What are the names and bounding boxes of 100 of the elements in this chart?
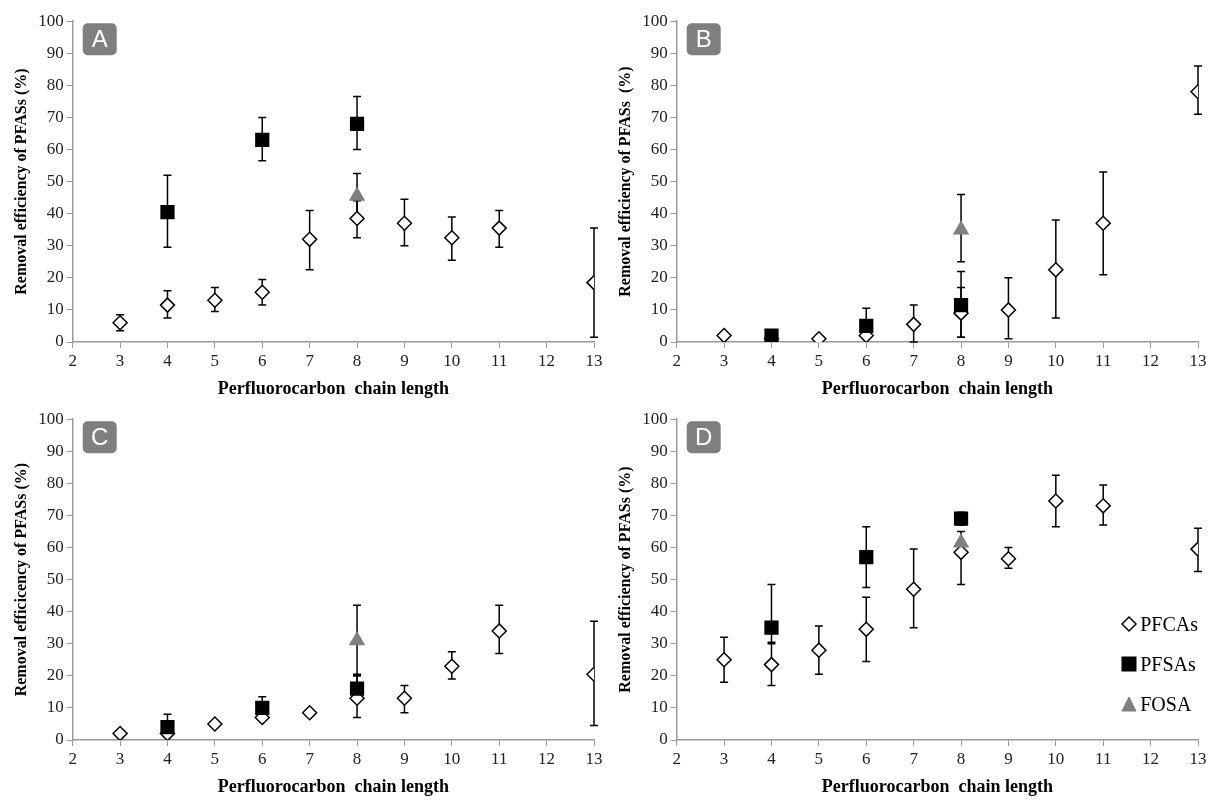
point xyxy=(444,229,460,246)
x-tick-label: 6 xyxy=(258,748,267,768)
y-tick-label: 100 xyxy=(642,10,668,30)
x-tick-label: 2 xyxy=(672,748,681,768)
x-tick-label: 6 xyxy=(862,350,871,370)
point xyxy=(349,631,365,646)
point xyxy=(716,652,732,668)
x-tick-label: 9 xyxy=(400,350,409,370)
y-tick-label: 80 xyxy=(46,472,64,492)
point xyxy=(349,210,365,227)
x-tick-label: 3 xyxy=(719,350,729,370)
x-tick-label: 7 xyxy=(305,748,315,768)
y-tick-label: 30 xyxy=(650,633,668,653)
x-axis-title: Perfluorocarbon chain length xyxy=(821,377,1053,398)
chart-title: D xyxy=(695,422,713,450)
x-tick-label: 9 xyxy=(1004,748,1013,768)
point xyxy=(301,231,318,248)
y-tick-label: 0 xyxy=(659,729,668,749)
x-tick-label: 8 xyxy=(352,748,362,768)
x-tick-label: 12 xyxy=(538,748,556,768)
point xyxy=(1048,493,1064,509)
x-tick-label: 6 xyxy=(258,350,267,370)
x-tick-label: 5 xyxy=(210,350,220,370)
point xyxy=(1048,262,1064,278)
y-tick-label: 50 xyxy=(46,569,64,589)
point xyxy=(207,292,223,309)
y-axis-title: Removal efficiency of PFASs (%) xyxy=(615,66,634,297)
point xyxy=(255,132,270,148)
y-tick-label: 10 xyxy=(650,299,668,319)
legend-label: FOSA xyxy=(1140,692,1192,717)
point xyxy=(396,215,413,232)
x-tick-label: 13 xyxy=(585,748,603,768)
y-tick-label: 100 xyxy=(38,10,64,30)
x-tick-label: 4 xyxy=(163,748,173,768)
point xyxy=(764,620,779,635)
point xyxy=(396,690,413,707)
x-axis-title: Perfluorocarbon chain length xyxy=(217,775,449,796)
y-tick-label: 20 xyxy=(650,665,668,685)
x-tick-label: 7 xyxy=(909,748,919,768)
point xyxy=(1000,551,1017,567)
point xyxy=(858,621,875,638)
x-tick-label: 4 xyxy=(767,748,777,768)
point xyxy=(491,623,507,639)
y-tick-label: 10 xyxy=(46,697,64,717)
x-tick-label: 3 xyxy=(115,350,125,370)
y-tick-label: 40 xyxy=(650,601,668,621)
chart-title: A xyxy=(91,24,108,52)
point xyxy=(905,316,922,333)
y-tick-label: 90 xyxy=(46,42,64,62)
y-tick-label: 90 xyxy=(650,42,668,62)
point xyxy=(255,700,270,716)
y-tick-label: 30 xyxy=(650,235,668,255)
y-tick-label: 0 xyxy=(55,331,64,351)
y-tick-label: 100 xyxy=(642,408,668,428)
y-tick-label: 0 xyxy=(55,729,64,749)
x-tick-label: 3 xyxy=(719,748,729,768)
point xyxy=(444,658,460,674)
y-tick-label: 10 xyxy=(650,697,668,717)
y-tick-label: 80 xyxy=(650,472,668,492)
x-tick-label: 11 xyxy=(1095,748,1112,768)
x-tick-label: 5 xyxy=(814,350,824,370)
x-tick-label: 10 xyxy=(1047,748,1065,768)
x-tick-label: 13 xyxy=(1189,350,1207,370)
legend-label: PFSAs xyxy=(1140,652,1196,677)
point xyxy=(159,297,176,313)
point xyxy=(254,284,271,301)
x-tick-label: 5 xyxy=(210,748,220,768)
y-tick-label: 60 xyxy=(46,536,64,556)
y-tick-label: 40 xyxy=(46,203,64,223)
x-tick-label: 8 xyxy=(956,748,966,768)
y-tick-label: 0 xyxy=(659,331,668,351)
y-tick-label: 20 xyxy=(46,665,64,685)
y-axis-title: Removal efficiency of PFASs (%) xyxy=(615,466,634,693)
x-tick-label: 13 xyxy=(585,350,603,370)
x-tick-label: 10 xyxy=(443,748,461,768)
point xyxy=(301,704,318,721)
point xyxy=(811,642,827,658)
y-tick-label: 70 xyxy=(650,504,668,524)
y-axis-title: Removal efficicency of PFASs (%) xyxy=(11,462,30,697)
point xyxy=(491,220,507,236)
x-tick-label: 4 xyxy=(163,350,173,370)
x-tick-label: 3 xyxy=(115,748,125,768)
point xyxy=(716,327,732,342)
y-axis-title: Removal efficiency of PFASs (%) xyxy=(11,68,30,295)
y-tick-label: 60 xyxy=(650,536,668,556)
point xyxy=(859,318,874,334)
point xyxy=(859,550,874,565)
chart-title: C xyxy=(91,422,109,450)
y-tick-label: 30 xyxy=(46,633,64,653)
y-tick-label: 50 xyxy=(650,171,668,191)
x-tick-label: 12 xyxy=(1142,748,1160,768)
x-tick-label: 2 xyxy=(68,350,77,370)
y-tick-label: 70 xyxy=(46,106,64,126)
y-tick-label: 80 xyxy=(650,74,668,94)
x-tick-label: 8 xyxy=(352,350,362,370)
point xyxy=(349,187,365,201)
y-tick-label: 60 xyxy=(46,138,64,158)
x-tick-label: 11 xyxy=(1095,350,1112,370)
x-tick-label: 2 xyxy=(68,748,77,768)
point xyxy=(207,716,223,732)
